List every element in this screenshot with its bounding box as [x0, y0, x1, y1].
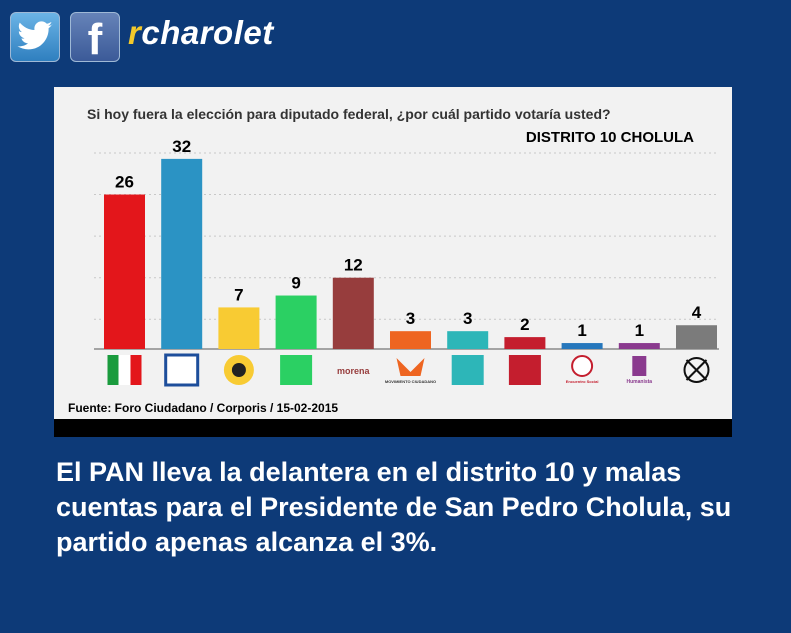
party-logo-encuentro-social: Encuentro Social: [566, 355, 599, 384]
logo-label-morena: morena: [337, 366, 371, 376]
party-logo-humanista: Humanista: [627, 356, 653, 385]
party-logo-pri: PRI: [107, 355, 142, 385]
chart-source: Fuente: Foro Ciudadano / Corporis / 15-0…: [68, 401, 338, 415]
bar-prd: [218, 307, 260, 349]
party-logo-verde: VERDE: [280, 355, 313, 385]
party-logo-pt: PT: [508, 355, 541, 385]
logo-label-humanista: Humanista: [627, 379, 653, 385]
bar-encuentro-social: [561, 343, 603, 349]
value-label-pt: 2: [520, 315, 529, 334]
brand-rest: charolet: [141, 14, 274, 51]
chart-bottom-band: [54, 419, 732, 437]
bar-morena: [332, 277, 374, 349]
party-logo-prd: PRD: [223, 355, 254, 385]
value-label-alianza: 3: [463, 309, 472, 328]
twitter-icon[interactable]: [10, 12, 60, 62]
bar-movimiento-ciudadano: [390, 331, 431, 349]
bar-pan: [161, 158, 203, 349]
logo-label-encuentro-social: Encuentro Social: [566, 379, 599, 384]
facebook-f-icon: f: [87, 15, 103, 64]
value-label-morena: 12: [344, 256, 363, 275]
bar-chart: Si hoy fuera la elección para diputado f…: [54, 87, 732, 437]
value-label-pri: 26: [115, 173, 134, 192]
value-label-humanista: 1: [635, 321, 644, 340]
value-label-verde: 9: [291, 274, 300, 293]
facebook-icon[interactable]: f: [70, 12, 120, 62]
value-label-nulo: 4: [692, 303, 702, 322]
bar-pt: [504, 337, 546, 349]
chart-subtitle: DISTRITO 10 CHOLULA: [526, 129, 694, 146]
bar-alianza: [447, 331, 489, 349]
party-logo-nulo: Nulo: [683, 357, 710, 383]
value-label-prd: 7: [234, 285, 243, 304]
party-logo-movimiento-ciudadano: MOVIMIENTO CIUDADANO: [385, 358, 436, 384]
party-logo-alianza: alianza: [451, 355, 484, 385]
bar-nulo: [676, 325, 717, 349]
caption-text: El PAN lleva la delantera en el distrito…: [56, 457, 732, 557]
bar-pri: [104, 194, 145, 349]
value-label-movimiento-ciudadano: 3: [406, 309, 415, 328]
logo-label-movimiento-ciudadano: MOVIMIENTO CIUDADANO: [385, 379, 436, 384]
bar-verde: [275, 295, 317, 349]
chart-title: Si hoy fuera la elección para diputado f…: [87, 106, 611, 122]
twitter-bird-icon: [17, 21, 53, 50]
brand-prefix: r: [128, 14, 142, 51]
party-logo-morena: morena: [337, 366, 371, 376]
brand-name[interactable]: rcharolet: [128, 14, 274, 52]
party-logo-pan: PAN: [164, 353, 200, 387]
bar-humanista: [618, 343, 660, 349]
value-label-pan: 32: [172, 137, 191, 156]
value-label-encuentro-social: 1: [577, 321, 586, 340]
